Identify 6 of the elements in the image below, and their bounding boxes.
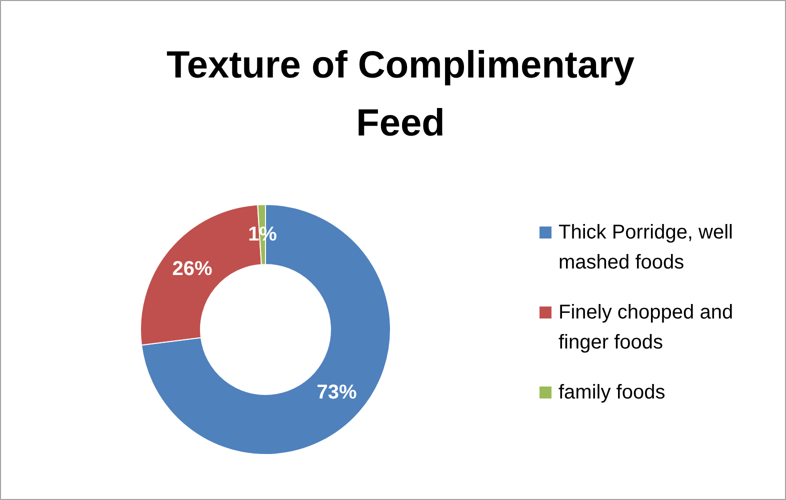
chart-title: Texture of Complimentary Feed <box>166 44 635 144</box>
legend-label: Thick Porridge, well mashed foods <box>558 222 734 274</box>
legend-label: Finely chopped and finger foods <box>558 302 734 354</box>
data-label: 26% <box>172 258 213 280</box>
data-label: 73% <box>316 381 357 404</box>
legend-label: family foods <box>558 382 666 404</box>
